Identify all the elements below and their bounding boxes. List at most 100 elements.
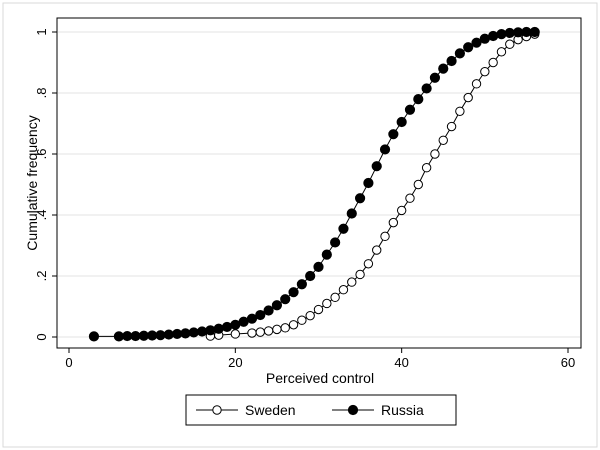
data-point-sweden bbox=[338, 285, 349, 295]
data-point-russia bbox=[213, 323, 224, 334]
data-point-russia bbox=[421, 83, 432, 94]
data-point-russia bbox=[354, 193, 366, 204]
data-point-russia bbox=[205, 325, 216, 336]
data-point-russia bbox=[130, 330, 141, 342]
legend-sweden-label: Sweden bbox=[245, 402, 296, 418]
data-point-sweden bbox=[272, 324, 282, 335]
data-point-russia bbox=[429, 72, 441, 83]
data-point-russia bbox=[305, 270, 316, 282]
x-tick-label: 0 bbox=[65, 355, 72, 370]
y-tick-label: .6 bbox=[34, 149, 49, 160]
data-point-russia bbox=[413, 94, 424, 105]
y-tick-label: .2 bbox=[34, 271, 49, 282]
data-point-russia bbox=[379, 144, 391, 155]
data-point-russia bbox=[155, 330, 166, 341]
data-point-sweden bbox=[263, 326, 274, 336]
data-point-sweden bbox=[455, 106, 465, 117]
data-point-russia bbox=[288, 287, 299, 298]
x-tick-label: 60 bbox=[561, 355, 575, 370]
data-point-russia bbox=[513, 27, 524, 38]
data-point-russia bbox=[346, 208, 357, 219]
y-tick-label: 0 bbox=[34, 333, 49, 340]
data-point-sweden bbox=[247, 328, 257, 338]
data-point-sweden bbox=[430, 149, 440, 159]
data-point-russia bbox=[138, 330, 149, 341]
data-point-sweden bbox=[413, 179, 423, 190]
data-point-sweden bbox=[280, 323, 290, 333]
data-point-russia bbox=[330, 237, 341, 248]
legend-box bbox=[185, 394, 457, 426]
legend-russia-marker bbox=[347, 404, 359, 416]
data-point-russia bbox=[196, 326, 208, 337]
data-point-russia bbox=[238, 316, 249, 327]
data-point-russia bbox=[313, 261, 324, 272]
axes bbox=[56, 18, 581, 349]
x-axis-label: Perceived control bbox=[266, 370, 374, 386]
data-point-sweden bbox=[421, 163, 432, 173]
data-point-sweden bbox=[330, 292, 340, 303]
data-point-sweden bbox=[480, 66, 490, 77]
data-point-russia bbox=[488, 30, 499, 42]
data-point-russia bbox=[296, 279, 307, 290]
data-point-sweden bbox=[380, 231, 390, 242]
data-point-sweden bbox=[305, 310, 315, 321]
y-axis-label: Cumulative frequency bbox=[24, 115, 40, 250]
data-point-sweden bbox=[438, 135, 448, 145]
data-point-russia bbox=[338, 223, 349, 234]
data-point-russia bbox=[180, 328, 191, 339]
data-point-russia bbox=[496, 29, 507, 40]
data-point-russia bbox=[246, 313, 258, 324]
series-layer bbox=[88, 26, 540, 342]
data-point-sweden bbox=[396, 205, 407, 216]
data-point-sweden bbox=[288, 320, 299, 330]
data-point-sweden bbox=[505, 39, 515, 49]
data-point-russia bbox=[221, 321, 233, 333]
data-point-russia bbox=[438, 63, 449, 74]
data-point-russia bbox=[163, 329, 174, 340]
legend-sweden-marker bbox=[212, 405, 222, 415]
data-point-sweden bbox=[405, 193, 415, 203]
data-point-russia bbox=[471, 37, 482, 48]
x-axis-ticks: 0 20 40 60 bbox=[65, 348, 575, 370]
data-point-russia bbox=[529, 26, 540, 38]
data-point-sweden bbox=[372, 245, 382, 255]
data-point-sweden bbox=[471, 79, 482, 89]
data-point-sweden bbox=[297, 315, 307, 325]
series-russia bbox=[88, 26, 540, 342]
data-point-sweden bbox=[463, 92, 473, 103]
data-point-sweden bbox=[347, 277, 357, 287]
data-point-sweden bbox=[488, 57, 498, 68]
plot-area bbox=[56, 17, 582, 349]
y-tick-label: 1 bbox=[34, 28, 49, 35]
data-point-russia bbox=[479, 33, 490, 44]
y-tick-label: .8 bbox=[34, 88, 49, 99]
y-axis-ticks: 0 .2 .4 .6 .8 1 bbox=[34, 28, 57, 341]
data-point-russia bbox=[404, 104, 416, 115]
data-point-russia bbox=[321, 249, 332, 260]
data-point-sweden bbox=[355, 269, 365, 280]
y-tick-label: .4 bbox=[34, 210, 49, 221]
data-point-russia bbox=[263, 305, 274, 316]
data-point-sweden bbox=[363, 259, 374, 269]
data-point-russia bbox=[454, 48, 465, 59]
x-tick-label: 20 bbox=[228, 355, 242, 370]
data-point-russia bbox=[255, 309, 266, 321]
data-point-sweden bbox=[388, 217, 399, 228]
data-point-russia bbox=[230, 319, 241, 330]
data-point-sweden bbox=[446, 121, 457, 132]
data-point-russia bbox=[396, 116, 407, 128]
data-point-russia bbox=[280, 294, 291, 305]
data-point-russia bbox=[271, 300, 283, 311]
data-point-russia bbox=[371, 161, 382, 172]
data-point-russia bbox=[504, 27, 515, 39]
data-point-russia bbox=[172, 328, 183, 340]
data-point-russia bbox=[363, 177, 374, 189]
data-point-sweden bbox=[496, 47, 507, 57]
data-point-sweden bbox=[313, 304, 324, 315]
x-tick-label: 40 bbox=[394, 355, 408, 370]
legend-russia-label: Russia bbox=[381, 402, 424, 418]
data-point-sweden bbox=[230, 329, 241, 339]
data-point-russia bbox=[113, 331, 125, 342]
data-point-russia bbox=[463, 42, 474, 53]
